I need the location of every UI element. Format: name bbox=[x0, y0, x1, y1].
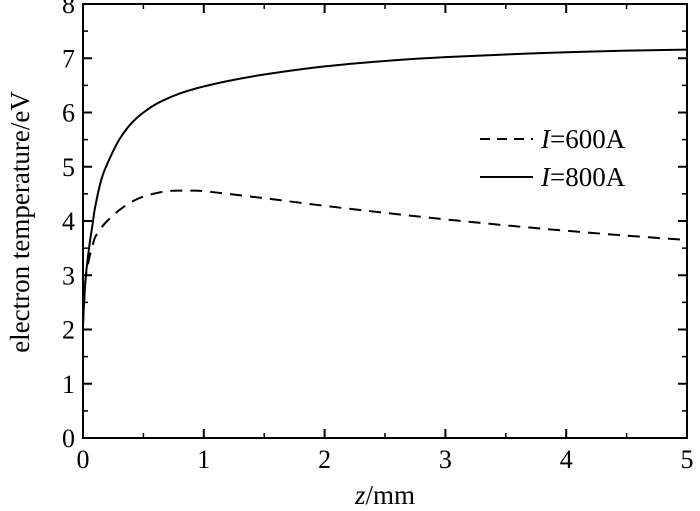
y-tick-label: 6 bbox=[62, 99, 75, 128]
x-axis-ticks: 0 1 2 3 4 5 bbox=[77, 4, 694, 474]
x-tick-label: 4 bbox=[560, 445, 573, 474]
y-tick-label: 0 bbox=[62, 424, 75, 453]
x-axis-variable: z bbox=[354, 480, 366, 510]
legend-value-600a: =600A bbox=[550, 124, 626, 154]
y-axis-ticks: 0 1 2 3 4 5 6 7 8 bbox=[62, 0, 687, 453]
y-tick-label: 7 bbox=[62, 44, 75, 73]
x-tick-label: 3 bbox=[439, 445, 452, 474]
series-line-600a bbox=[82, 189, 688, 325]
legend-value-800a: =800A bbox=[550, 162, 626, 192]
series-line-800a bbox=[82, 48, 688, 325]
y-tick-label: 1 bbox=[62, 370, 75, 399]
legend: I=600A I=800A bbox=[480, 124, 626, 192]
plot-frame bbox=[82, 3, 688, 439]
y-tick-label: 4 bbox=[62, 207, 75, 236]
legend-label-600a: I=600A bbox=[540, 124, 626, 154]
x-axis-unit: /mm bbox=[366, 480, 416, 510]
y-tick-label: 5 bbox=[62, 153, 75, 182]
legend-label-800a: I=800A bbox=[540, 162, 626, 192]
series-layer bbox=[82, 48, 688, 325]
x-tick-label: 2 bbox=[318, 445, 331, 474]
x-tick-label: 0 bbox=[77, 445, 90, 474]
x-axis-label: z/mm bbox=[354, 480, 415, 510]
x-tick-label: 1 bbox=[197, 445, 210, 474]
y-tick-label: 8 bbox=[62, 0, 75, 19]
legend-variable-800a: I bbox=[540, 162, 552, 192]
y-axis-label: electron temperature/eV bbox=[5, 91, 35, 353]
y-tick-label: 3 bbox=[62, 261, 75, 290]
x-tick-label: 5 bbox=[681, 445, 694, 474]
legend-variable-600a: I bbox=[540, 124, 552, 154]
y-tick-label: 2 bbox=[62, 316, 75, 345]
